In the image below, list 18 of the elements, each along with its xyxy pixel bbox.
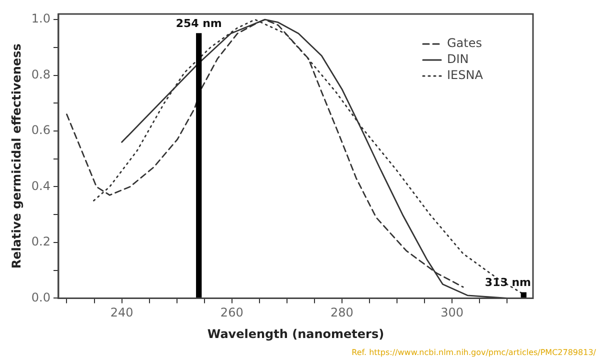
x-tick-label: 300: [440, 306, 464, 320]
legend-label: DIN: [447, 52, 469, 66]
text: Ref. https://www.ncbi.nlm.nih.gov/pmc/articles/PMC2789813/: [352, 348, 596, 358]
x-tick-label: 280: [330, 306, 354, 320]
legend-label: IESNA: [447, 68, 484, 82]
x-axis-title: Wavelength (nanometers): [207, 326, 384, 341]
y-tick-label: 0.4: [31, 178, 50, 193]
annotation: 313 nm: [484, 276, 532, 289]
x-tick-label: 240: [110, 306, 134, 320]
y-tick-label: 0.8: [31, 67, 50, 82]
y-tick-label: 0.2: [31, 234, 50, 249]
x-tick-label: 260: [220, 306, 244, 320]
y-axis-title: Relative germicidal effectiveness: [9, 44, 24, 269]
legend-label: Gates: [447, 36, 482, 50]
y-tick-label: 1.0: [31, 12, 50, 26]
y-tick-label: 0.0: [31, 290, 50, 304]
y-tick-label: 0.6: [31, 123, 50, 138]
annotation: 254 nm: [176, 16, 222, 30]
